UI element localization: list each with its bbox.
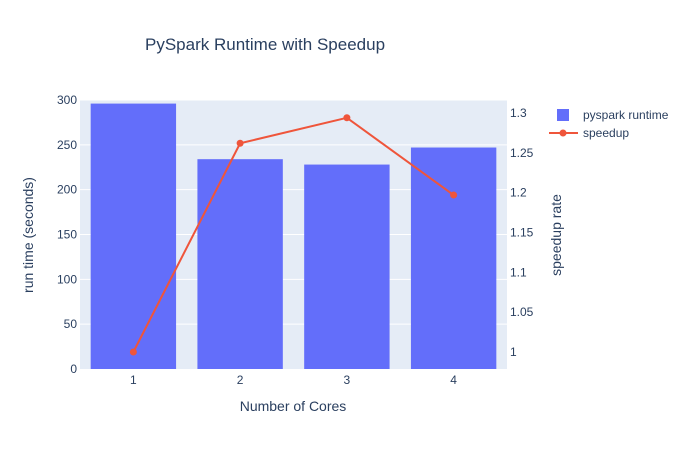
y-tick-label: 50 [64,317,78,331]
bar[interactable] [410,147,497,369]
x-axis-ticks: 1 2 3 4 [130,373,457,387]
y-axis-ticks: 0 50 100 150 200 250 300 [57,93,77,376]
bar[interactable] [197,159,283,369]
speedup-point[interactable] [129,348,137,356]
y2-tick-label: 1.2 [510,186,527,200]
y-tick-label: 0 [70,362,77,376]
y-tick-label: 200 [57,183,77,197]
y2-tick-label: 1.3 [510,106,527,120]
bar[interactable] [304,164,390,369]
y-tick-label: 250 [57,138,77,152]
y-axis-title: run time (seconds) [20,177,36,293]
legend-label-speedup: speedup [583,126,629,140]
y2-axis-ticks: 1 1.05 1.1 1.15 1.2 1.25 1.3 [510,106,534,359]
x-tick-label: 2 [237,373,244,387]
y-tick-label: 100 [57,272,77,286]
legend-label-runtime: pyspark runtime [583,108,669,122]
speedup-series[interactable] [129,114,458,356]
legend-marker-speedup [559,129,567,137]
y2-axis-title: speedup rate [548,194,564,276]
bar-series[interactable] [90,103,497,369]
speedup-point[interactable] [450,191,458,199]
x-tick-label: 1 [130,373,137,387]
x-tick-label: 3 [344,373,351,387]
y2-tick-label: 1.05 [510,305,534,319]
y2-tick-label: 1.1 [510,265,527,279]
legend-swatch-runtime [557,109,569,121]
x-tick-label: 4 [450,373,457,387]
y-tick-label: 300 [57,93,77,107]
y2-tick-label: 1 [510,345,517,359]
chart-title: PySpark Runtime with Speedup [145,35,385,54]
y2-tick-label: 1.15 [510,226,534,240]
y2-tick-label: 1.25 [510,146,534,160]
legend: pyspark runtime speedup [549,108,669,140]
bar[interactable] [90,103,177,369]
y-tick-label: 150 [57,228,77,242]
speedup-point[interactable] [236,139,244,147]
x-axis-title: Number of Cores [240,398,347,414]
speedup-point[interactable] [343,114,351,122]
speedup-line [132,116,455,353]
